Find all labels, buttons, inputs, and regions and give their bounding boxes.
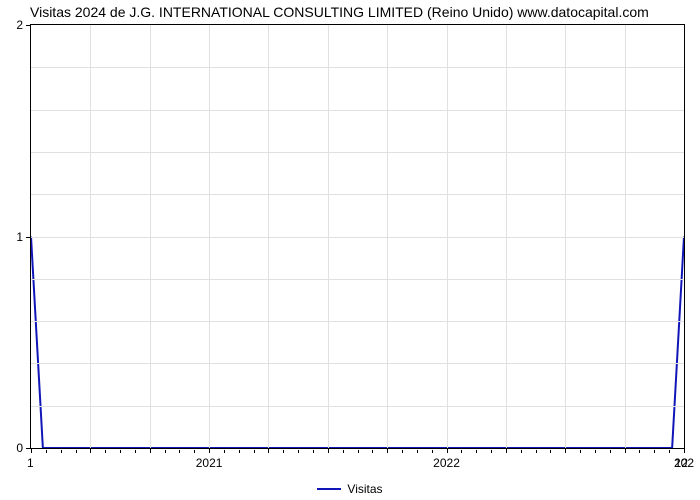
- x-minor-tick: [536, 450, 537, 453]
- x-minor-tick: [639, 450, 640, 453]
- gridline-h: [31, 406, 684, 407]
- x-tick: [31, 448, 32, 453]
- x-minor-tick: [476, 450, 477, 453]
- x-minor-tick: [76, 450, 77, 453]
- gridline-h: [31, 363, 684, 364]
- x-minor-tick: [194, 450, 195, 453]
- x-minor-tick: [432, 450, 433, 453]
- x-tick: [268, 448, 269, 453]
- x-minor-tick: [372, 450, 373, 453]
- x-minor-tick: [105, 450, 106, 453]
- gridline-h: [31, 67, 684, 68]
- y-tick: [26, 25, 31, 26]
- x-minor-tick: [283, 450, 284, 453]
- x-minor-tick: [595, 450, 596, 453]
- x-tick: [328, 448, 329, 453]
- y-tick-label: 0: [16, 441, 23, 455]
- x-minor-tick: [417, 450, 418, 453]
- x-minor-tick: [165, 450, 166, 453]
- x-minor-tick: [298, 450, 299, 453]
- legend-label: Visitas: [347, 482, 382, 496]
- x-tick: [150, 448, 151, 453]
- x-minor-tick: [461, 450, 462, 453]
- gridline-h: [31, 194, 684, 195]
- x-minor-tick: [580, 450, 581, 453]
- x-minor-tick: [120, 450, 121, 453]
- x-minor-tick: [654, 450, 655, 453]
- gridline-h: [31, 152, 684, 153]
- y-tick: [26, 237, 31, 238]
- legend-swatch: [317, 488, 341, 490]
- chart-container: Visitas 2024 de J.G. INTERNATIONAL CONSU…: [0, 0, 700, 500]
- x-minor-tick: [610, 450, 611, 453]
- x-minor-tick: [343, 450, 344, 453]
- x-tick-label: 2022: [433, 456, 460, 470]
- gridline-h: [31, 321, 684, 322]
- x-minor-tick: [669, 450, 670, 453]
- legend: Visitas: [0, 481, 700, 496]
- y-tick-label: 1: [16, 230, 23, 244]
- x-minor-tick: [239, 450, 240, 453]
- x-minor-tick: [135, 450, 136, 453]
- x-tick: [506, 448, 507, 453]
- x-tick: [90, 448, 91, 453]
- x-minor-tick: [358, 450, 359, 453]
- x-tick: [387, 448, 388, 453]
- x-minor-tick: [179, 450, 180, 453]
- x-minor-tick: [254, 450, 255, 453]
- x-edge-left-label: 1: [27, 456, 34, 470]
- gridline-h: [31, 110, 684, 111]
- x-minor-tick: [61, 450, 62, 453]
- gridline-h: [31, 237, 684, 238]
- chart-title: Visitas 2024 de J.G. INTERNATIONAL CONSU…: [30, 4, 649, 20]
- x-minor-tick: [46, 450, 47, 453]
- x-tick: [565, 448, 566, 453]
- x-minor-tick: [313, 450, 314, 453]
- x-tick: [625, 448, 626, 453]
- x-minor-tick: [550, 450, 551, 453]
- x-tick: [209, 448, 210, 453]
- x-minor-tick: [224, 450, 225, 453]
- x-minor-tick: [402, 450, 403, 453]
- x-minor-tick: [491, 450, 492, 453]
- plot-area: 01220212022202112: [30, 24, 685, 449]
- gridline-h: [31, 279, 684, 280]
- x-tick: [684, 448, 685, 453]
- x-tick: [447, 448, 448, 453]
- x-tick-label: 2021: [196, 456, 223, 470]
- x-edge-right-label: 12: [675, 456, 688, 470]
- y-tick-label: 2: [16, 18, 23, 32]
- x-minor-tick: [521, 450, 522, 453]
